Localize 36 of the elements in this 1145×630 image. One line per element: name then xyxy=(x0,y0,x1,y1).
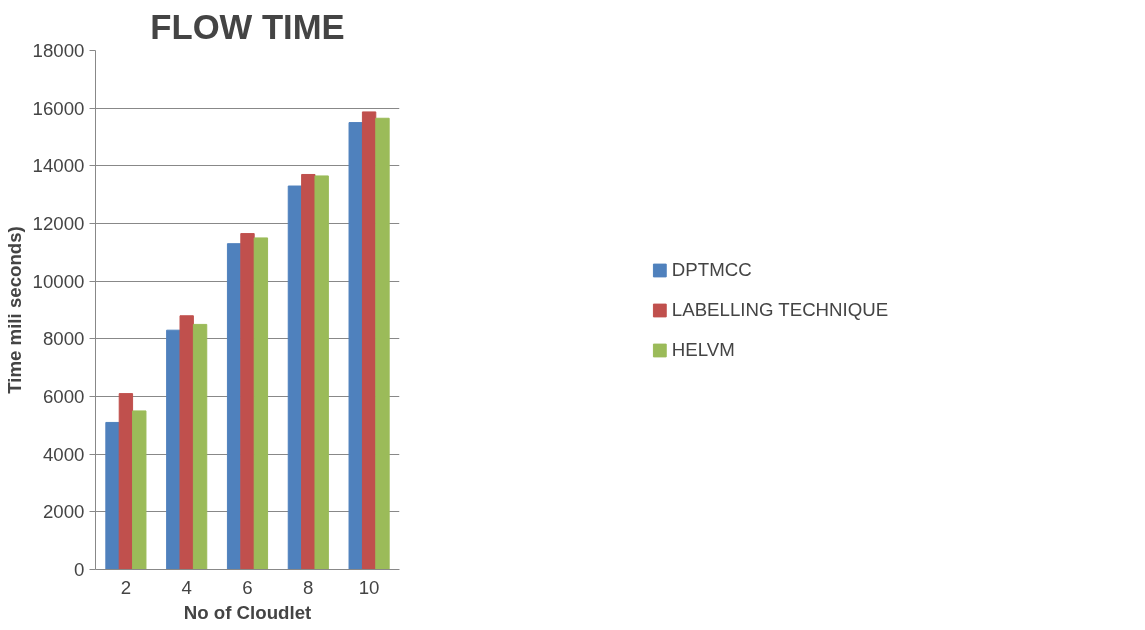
bar xyxy=(361,111,377,570)
bar xyxy=(132,410,147,570)
y-axis-title: Time mili seconds) xyxy=(3,226,25,394)
bar xyxy=(226,243,242,570)
legend-label: DPTMCC xyxy=(671,258,752,281)
bar xyxy=(166,329,181,570)
bar xyxy=(314,175,329,570)
legend-label: LABELLING TECHNIQUE xyxy=(671,298,889,321)
chart-title: FLOW TIME xyxy=(150,7,345,46)
bar xyxy=(253,237,269,570)
legend-label: HELVM xyxy=(671,338,735,361)
x-tick-label: 6 xyxy=(242,576,253,598)
x-tick-label: 8 xyxy=(303,576,314,598)
y-tick-label: 4000 xyxy=(43,443,85,465)
bar xyxy=(240,233,255,570)
x-tick-label: 2 xyxy=(120,576,132,598)
y-tick-label: 18000 xyxy=(32,40,85,61)
y-tick-label: 0 xyxy=(74,559,85,580)
bar xyxy=(287,185,303,570)
x-axis-title: No of Cloudlet xyxy=(183,601,312,623)
y-tick-label: 16000 xyxy=(32,97,85,119)
bar xyxy=(348,122,363,570)
bar xyxy=(105,421,120,570)
bar xyxy=(192,323,208,570)
y-tick-label: 2000 xyxy=(43,501,85,523)
y-tick-label: 8000 xyxy=(43,328,85,350)
y-tick-label: 10000 xyxy=(32,270,85,292)
y-tick-label: 6000 xyxy=(43,386,85,407)
x-tick-label: 10 xyxy=(358,576,380,598)
bar xyxy=(375,117,390,570)
bar xyxy=(118,393,134,570)
y-tick-label: 14000 xyxy=(32,155,85,177)
x-tick-label: 4 xyxy=(181,576,192,598)
bar xyxy=(301,173,316,570)
y-tick-label: 12000 xyxy=(32,213,85,234)
bar xyxy=(179,315,194,570)
